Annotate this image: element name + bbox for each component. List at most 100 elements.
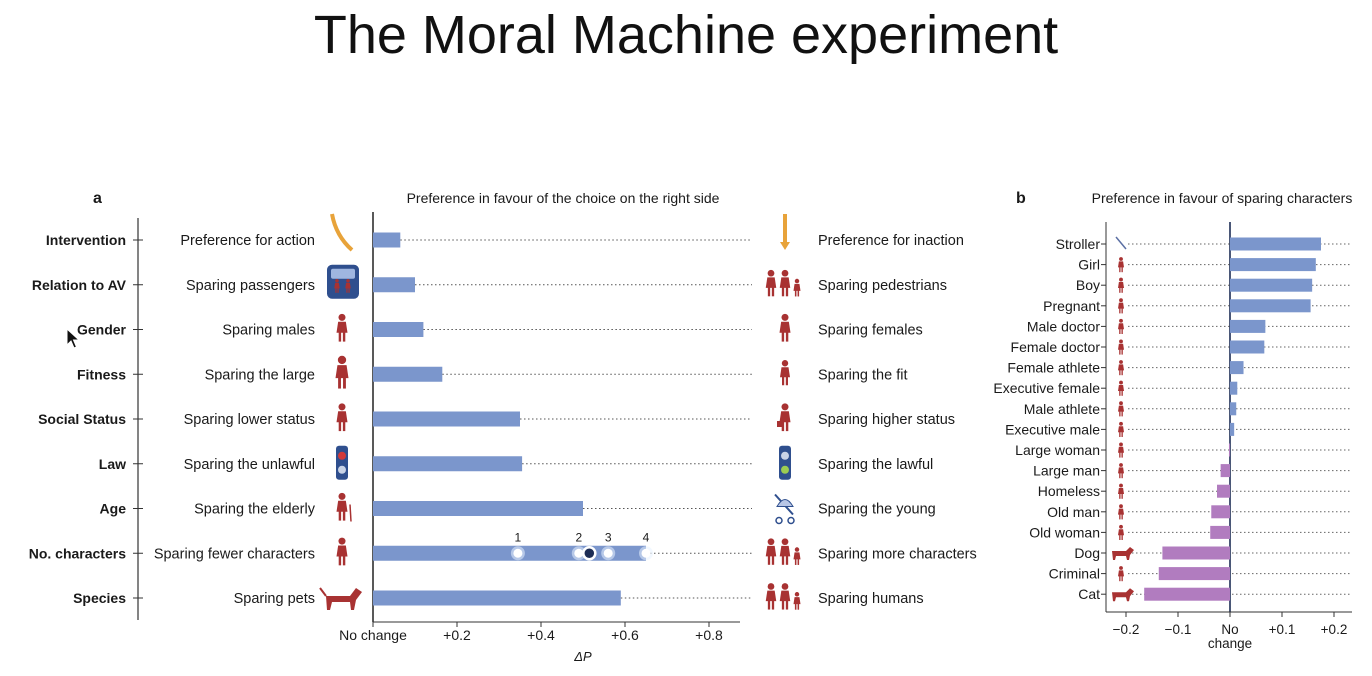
bar (1144, 587, 1230, 601)
character-icon (1118, 421, 1124, 437)
character-icon (1118, 524, 1124, 540)
left-choice-label: Sparing the elderly (194, 502, 316, 518)
group-icon (765, 538, 801, 565)
character-label: Criminal (1049, 566, 1100, 582)
bar (373, 411, 520, 427)
character-icon (1118, 463, 1124, 479)
stroller-icon (774, 493, 795, 525)
right-choice-label: Sparing more characters (818, 546, 977, 562)
x-tick-label: No (1221, 622, 1238, 637)
character-label: Homeless (1038, 483, 1100, 499)
character-icon (1118, 257, 1124, 273)
character-icon (1118, 360, 1124, 376)
x-tick-label: +0.8 (695, 627, 723, 643)
x-tick-label: No change (339, 627, 407, 643)
character-label: Male athlete (1024, 401, 1100, 417)
character-icon (1118, 277, 1124, 293)
character-icon (1118, 298, 1124, 314)
homeless-icon (336, 403, 348, 432)
marker-point (641, 548, 651, 558)
left-choice-label: Sparing pets (234, 591, 315, 607)
attribute-label: No. characters (29, 545, 126, 561)
x-tick-label-line2: change (1208, 636, 1252, 651)
character-icon (1118, 504, 1124, 520)
right-choice-label: Sparing the young (818, 502, 936, 518)
attribute-label: Species (73, 590, 126, 606)
person-icon (765, 269, 777, 297)
character-icon (1118, 401, 1124, 417)
curved-arrow-icon (330, 213, 354, 252)
bar (1230, 299, 1311, 313)
car-icon (327, 264, 359, 299)
marker-label: 2 (575, 530, 582, 544)
slide-title: The Moral Machine experiment (313, 5, 1059, 65)
character-icon (1118, 318, 1124, 334)
bar (1162, 546, 1230, 560)
marker-point (574, 548, 584, 558)
attribute-label: Intervention (46, 232, 126, 248)
bar (1230, 381, 1238, 395)
character-label: Executive female (993, 380, 1100, 396)
character-label: Cat (1078, 586, 1100, 602)
character-label: Executive male (1005, 421, 1100, 437)
x-tick-label: +0.6 (611, 627, 639, 643)
character-label: Female athlete (1007, 360, 1100, 376)
person-icon (779, 538, 791, 565)
bar (373, 232, 401, 248)
right-choice-label: Sparing higher status (818, 412, 955, 428)
bar (1230, 361, 1244, 375)
bar (1230, 340, 1265, 354)
character-icon (1118, 483, 1124, 499)
pedestrians-icon (765, 269, 801, 297)
stroller-icon (1115, 236, 1127, 250)
marker-point (582, 546, 597, 561)
attribute-label: Relation to AV (32, 277, 127, 293)
character-label: Pregnant (1043, 298, 1100, 314)
attribute-label: Social Status (38, 411, 126, 427)
person-icon (779, 583, 791, 610)
attribute-label: Age (100, 501, 127, 517)
child-icon (793, 592, 801, 610)
arrow-head-icon (780, 242, 790, 250)
character-icon (1118, 442, 1124, 458)
bar (1220, 464, 1230, 478)
character-label: Boy (1076, 277, 1100, 293)
character-label: Dog (1074, 545, 1100, 561)
red-traffic-light-icon (336, 445, 348, 480)
left-choice-label: Sparing lower status (184, 412, 315, 428)
character-label: Female doctor (1011, 339, 1101, 355)
x-tick-label: +0.2 (1321, 622, 1348, 637)
marker-point (513, 548, 523, 558)
character-icon (1118, 566, 1124, 582)
bar (1211, 505, 1230, 519)
dog-icon (1112, 547, 1134, 560)
elderly-icon (336, 492, 348, 521)
character-label: Large woman (1015, 442, 1100, 458)
attribute-label: Law (99, 456, 126, 472)
bar (1230, 278, 1313, 292)
briefcase-icon (777, 421, 783, 427)
panel-a: a Preference in favour of the choice on t… (29, 190, 977, 664)
male-icon (336, 313, 348, 342)
marker-point (603, 548, 613, 558)
right-choice-label: Sparing the lawful (818, 457, 933, 473)
bar (1230, 237, 1321, 251)
right-choice-label: Sparing pedestrians (818, 278, 947, 294)
passenger-icon (345, 278, 351, 293)
marker-label: 3 (605, 530, 612, 544)
bar (1228, 443, 1230, 457)
marker-label: 1 (515, 530, 522, 544)
attribute-label: Gender (77, 322, 127, 338)
mouse-cursor-icon (66, 328, 80, 349)
right-choice-label: Preference for inaction (818, 233, 964, 249)
cat-icon (1112, 588, 1134, 602)
panel-b-label: b (1016, 190, 1026, 207)
x-tick-label: +0.4 (527, 627, 555, 643)
person-icon (779, 269, 791, 297)
cane-icon (349, 504, 352, 522)
child-icon (793, 278, 801, 297)
bar (1230, 319, 1266, 333)
person-icon (765, 583, 777, 610)
x-tick-label: +0.2 (443, 627, 471, 643)
